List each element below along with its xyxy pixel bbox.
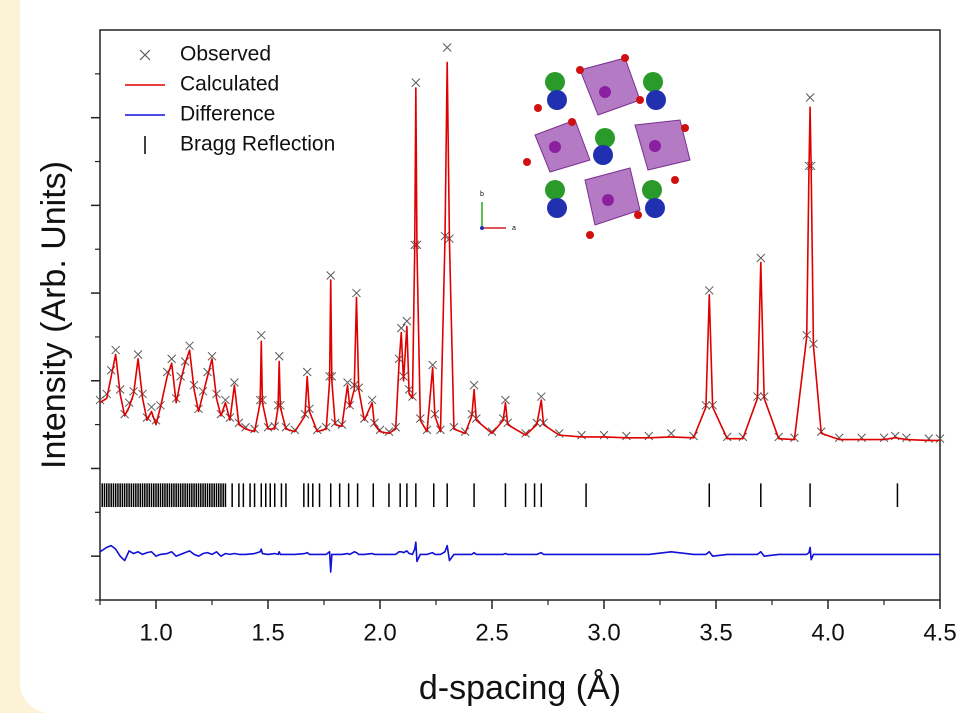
observed-point (396, 323, 406, 333)
observed-point (185, 341, 194, 351)
legend-label: Difference (180, 103, 275, 126)
observed-point (756, 253, 766, 263)
observed-point (203, 367, 212, 377)
observed-point (221, 395, 230, 405)
observed-point (924, 434, 934, 443)
x-tick-label: 3.5 (699, 619, 732, 646)
observed-point (428, 360, 437, 370)
plot-frame (99, 29, 941, 601)
legend-label: Observed (180, 43, 271, 66)
observed-point (106, 365, 116, 375)
observed-point (857, 433, 866, 443)
observed-point (599, 430, 609, 440)
observed-point (256, 330, 266, 340)
observed-point (902, 433, 911, 443)
structure-inset (480, 54, 691, 239)
observed-point (147, 402, 156, 412)
observed-point (176, 372, 185, 381)
observed-point (469, 380, 479, 390)
x-tick-label: 1.5 (251, 619, 284, 646)
observed-point (133, 350, 143, 359)
observed-point (384, 427, 394, 436)
observed-point (343, 378, 352, 387)
inset-axis-label: a (512, 225, 516, 232)
x-tick-label: 4.5 (923, 619, 956, 646)
observed-point (111, 345, 121, 355)
legend-label: Bragg Reflection (180, 133, 335, 156)
observed-point (805, 93, 815, 102)
observed-point (367, 395, 377, 405)
panel (20, 0, 960, 713)
observed-point (879, 433, 889, 443)
observed-point (102, 389, 112, 399)
series-line (99, 541, 940, 573)
y-axis-title: Intensity (Arb. Units) (35, 161, 73, 469)
x-tick-label: 2.5 (475, 619, 508, 646)
observed-point (487, 427, 497, 436)
legend-label: Calculated (180, 73, 279, 96)
observed-point (666, 429, 676, 438)
series-line (99, 61, 940, 442)
x-tick-label: 3.0 (587, 619, 620, 646)
observed-point (402, 316, 412, 326)
observed-point (230, 378, 239, 387)
x-tick-label: 1.0 (139, 619, 172, 646)
observed-point (577, 430, 586, 440)
observed-point (536, 392, 546, 401)
observed-point (352, 288, 361, 298)
observed-point (167, 354, 177, 364)
observed-point (207, 351, 217, 361)
observed-point (274, 351, 284, 361)
x-tick-label: 2.0 (363, 619, 396, 646)
observed-point (644, 431, 654, 441)
legend-marker (139, 49, 151, 61)
observed-point (935, 434, 945, 443)
observed-point (521, 429, 530, 438)
observed-point (501, 395, 510, 405)
observed-point (622, 431, 631, 441)
observed-point (704, 286, 714, 295)
observed-point (442, 43, 452, 52)
inset-axis-label: b (480, 191, 484, 198)
x-tick-label: 4.0 (811, 619, 844, 646)
x-axis-title: d-spacing (Å) (419, 669, 621, 707)
observed-point (302, 367, 312, 377)
observed-point (834, 433, 844, 443)
observed-point (411, 78, 421, 87)
observed-point (326, 271, 336, 280)
